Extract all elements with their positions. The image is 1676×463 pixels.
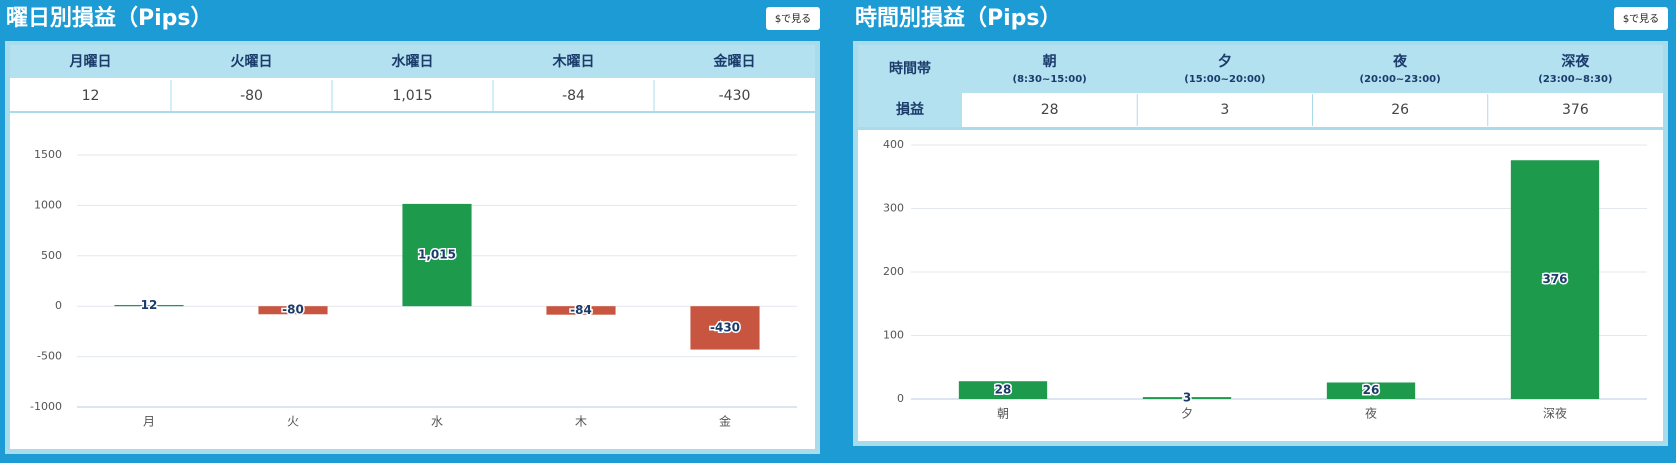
bar [1326, 382, 1416, 399]
table-cell: 3 [1220, 102, 1229, 118]
table-header-row [858, 45, 1663, 93]
x-tick-label: 木 [575, 415, 587, 429]
table-row-header-label: 時間帯 [889, 60, 931, 77]
panel-title: 時間別損益（Pips） [855, 5, 1062, 31]
y-tick-label: 200 [883, 265, 904, 278]
table-header: 夕 [1218, 53, 1232, 70]
table-cell: 26 [1391, 102, 1409, 118]
y-tick-label: 1500 [34, 148, 62, 161]
y-tick-label: -1000 [30, 400, 62, 413]
x-tick-label: 深夜 [1543, 406, 1567, 421]
y-tick-label: 400 [883, 138, 904, 151]
data-label: 26 [1363, 383, 1380, 397]
bar [546, 306, 616, 315]
table-gap [858, 127, 1663, 130]
table-header: 水曜日 [392, 53, 434, 70]
table-cell: 1,015 [392, 88, 432, 104]
y-tick-label: 300 [883, 202, 904, 215]
table-header-sub: (23:00~8:30) [1538, 74, 1612, 85]
bar [1510, 160, 1600, 399]
data-label: 3 [1183, 391, 1191, 405]
y-tick-label: -500 [37, 350, 62, 363]
table-header: 月曜日 [69, 54, 112, 70]
y-tick-label: 0 [897, 392, 904, 405]
button-label[interactable]: $で見る [1623, 13, 1659, 25]
table-cell: -430 [719, 88, 751, 104]
table-cell: -84 [562, 88, 585, 104]
table-cell: -80 [240, 88, 263, 104]
bar [1142, 397, 1232, 399]
table-header: 木曜日 [552, 53, 595, 70]
bar [402, 203, 472, 307]
table-row-header-label: 損益 [896, 101, 924, 118]
table-header-sub: (15:00~20:00) [1184, 74, 1265, 85]
table-header-sub: (20:00~23:00) [1360, 74, 1441, 85]
table-header: 朝 [1043, 53, 1057, 70]
x-tick-label: 朝 [997, 407, 1009, 421]
table-row-header [858, 93, 962, 127]
data-label: 1,015 [418, 248, 456, 262]
button[interactable] [766, 7, 820, 30]
data-label: -430 [710, 320, 740, 334]
table-cell: 28 [1041, 102, 1059, 118]
x-tick-label: 金 [719, 414, 731, 429]
button-label[interactable]: $で見る [775, 13, 811, 25]
bar [690, 306, 760, 350]
data-label: -80 [282, 303, 304, 317]
table-header: 金曜日 [713, 53, 756, 70]
data-label: 12 [141, 298, 158, 312]
button[interactable] [1614, 7, 1668, 30]
table-cell: 12 [82, 88, 100, 104]
table-header-sub: (8:30~15:00) [1013, 74, 1087, 85]
bar [258, 306, 328, 315]
x-tick-label: 夕 [1181, 407, 1193, 421]
y-tick-label: 500 [41, 249, 62, 262]
bar [114, 304, 184, 307]
y-tick-label: 1000 [34, 198, 62, 211]
y-tick-label: 0 [55, 299, 62, 312]
panel-title: 曜日別損益（Pips） [6, 5, 213, 31]
x-tick-label: 水 [431, 415, 443, 429]
bar [958, 381, 1048, 399]
x-tick-label: 火 [287, 415, 299, 429]
x-tick-label: 月 [143, 415, 155, 429]
table-header-row [10, 45, 815, 78]
data-label: 28 [995, 383, 1012, 397]
table-header: 深夜 [1561, 53, 1590, 70]
table-cell: 376 [1562, 102, 1589, 118]
x-tick-label: 夜 [1365, 406, 1377, 421]
table-header: 火曜日 [231, 54, 273, 70]
y-tick-label: 100 [883, 329, 904, 342]
data-label: -84 [570, 303, 592, 317]
table-header: 夜 [1392, 53, 1408, 70]
data-label: 376 [1542, 272, 1567, 286]
